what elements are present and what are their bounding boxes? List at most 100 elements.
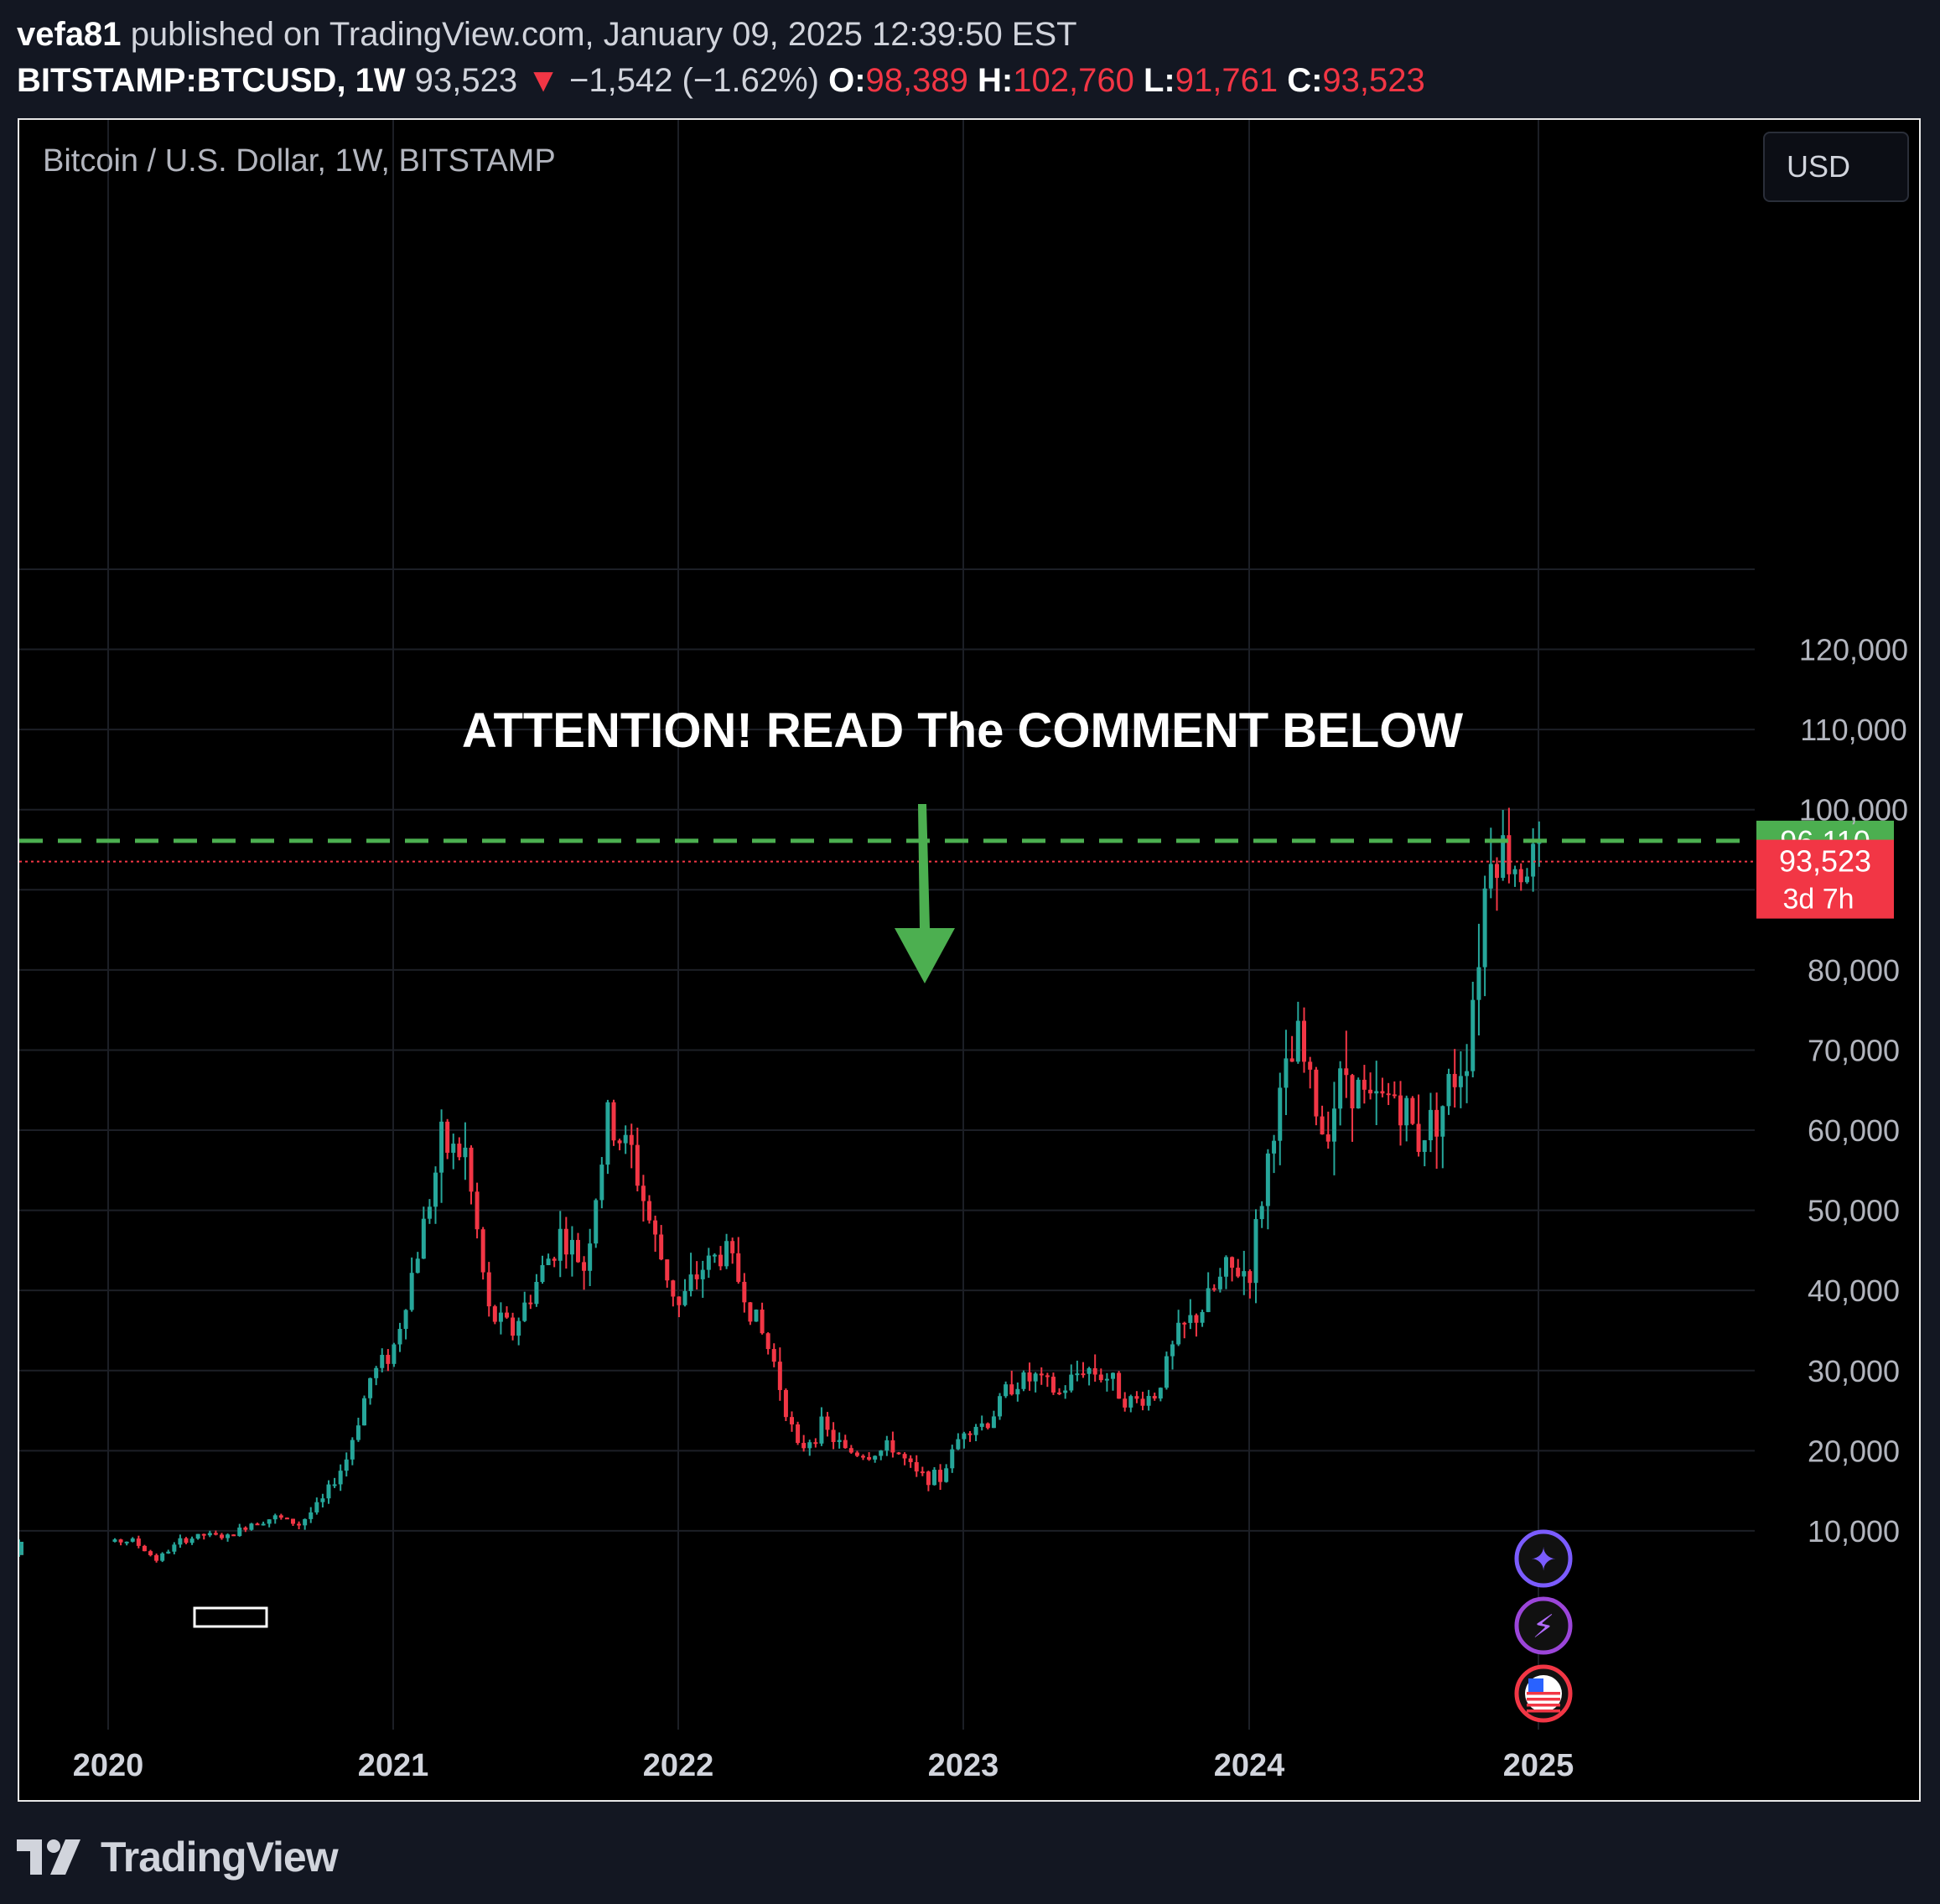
- candle-body: [350, 1440, 355, 1460]
- candle-body: [1104, 1378, 1109, 1381]
- candle-body: [1081, 1373, 1086, 1376]
- candle-body: [605, 1102, 610, 1165]
- candle-body: [1039, 1373, 1044, 1376]
- candle-body: [1284, 1058, 1289, 1088]
- candle-body: [1259, 1206, 1264, 1220]
- candle-body: [932, 1470, 936, 1486]
- author-name[interactable]: vefa81: [17, 16, 122, 53]
- sparkle-event-icon-glyph: ✦: [1530, 1541, 1557, 1578]
- grid-lines: [19, 120, 1755, 1730]
- y-tick-label: 110,000: [1800, 713, 1906, 747]
- candle-body: [516, 1320, 521, 1336]
- candle-body: [1004, 1384, 1009, 1397]
- candle-body: [1518, 869, 1523, 883]
- candle-body: [1428, 1109, 1433, 1141]
- candle-body: [783, 1389, 788, 1418]
- price-change: −1,542 (−1.62%): [568, 62, 819, 99]
- candle-body: [1092, 1367, 1097, 1375]
- candle-body: [1325, 1134, 1331, 1142]
- y-tick-label: 40,000: [1808, 1274, 1900, 1308]
- flag-canton: [1528, 1678, 1543, 1692]
- candle-body: [1398, 1095, 1403, 1126]
- candle-body: [511, 1317, 516, 1336]
- flag-stripe: [1527, 1709, 1560, 1713]
- candle-body: [1289, 1058, 1294, 1062]
- candle-body: [1404, 1097, 1409, 1126]
- down-arrow-icon: [895, 804, 955, 983]
- candle-body: [718, 1254, 723, 1267]
- candle-body: [534, 1282, 539, 1305]
- candle-body: [819, 1416, 824, 1444]
- candle-body: [195, 1533, 200, 1539]
- candle-body: [1302, 1020, 1306, 1062]
- candle-body: [415, 1258, 420, 1274]
- candle-body: [926, 1471, 931, 1486]
- candle-body: [207, 1533, 212, 1536]
- candle-body: [914, 1461, 919, 1472]
- candle-body: [1236, 1268, 1241, 1277]
- candle-body: [1512, 869, 1517, 874]
- candle-body: [724, 1241, 729, 1267]
- candle-body: [1320, 1116, 1325, 1135]
- tradingview-logo-icon: [17, 1839, 80, 1875]
- candle-body: [172, 1544, 177, 1552]
- candle-body: [569, 1239, 574, 1255]
- candle-body: [1069, 1374, 1074, 1391]
- candle-body: [1050, 1377, 1056, 1393]
- candle-body: [1392, 1094, 1397, 1097]
- annotation-text: ATTENTION! READ The COMMENT BELOW: [462, 703, 1464, 758]
- candle-body: [1308, 1061, 1313, 1070]
- candle-body: [237, 1528, 242, 1537]
- candle-body: [956, 1439, 961, 1450]
- candle-body: [297, 1523, 302, 1526]
- candle-body: [920, 1471, 925, 1474]
- chart-legend-title[interactable]: Bitcoin / U.S. Dollar, 1W, BITSTAMP: [43, 143, 556, 179]
- candle-body: [837, 1440, 842, 1442]
- candle-body: [682, 1290, 687, 1305]
- y-tick-label: 60,000: [1808, 1113, 1900, 1148]
- candle-body: [1350, 1075, 1355, 1109]
- candle-body: [522, 1302, 527, 1321]
- candle-body: [635, 1144, 640, 1186]
- candle-body: [160, 1553, 165, 1561]
- candle-body: [979, 1423, 984, 1427]
- candle-body: [475, 1191, 480, 1230]
- candle-body: [1087, 1367, 1092, 1374]
- candle-body: [736, 1253, 741, 1282]
- tradingview-logo[interactable]: TradingView: [17, 1828, 339, 1886]
- candle-body: [1164, 1356, 1169, 1388]
- candle-body: [843, 1440, 848, 1449]
- currency-button[interactable]: USD: [1763, 132, 1909, 202]
- axes: 10,000 20,000 30,000 40,000 50,000 60,000 70,0…: [73, 633, 1908, 1783]
- candle-body: [813, 1442, 818, 1445]
- low-value: 91,761: [1175, 62, 1279, 99]
- candle-body: [392, 1344, 397, 1364]
- flag-stripe: [1527, 1692, 1560, 1695]
- candle-body: [807, 1442, 812, 1449]
- candle-body: [1158, 1388, 1163, 1399]
- candle-body: [184, 1538, 189, 1543]
- candle-body: [938, 1470, 943, 1482]
- candle-body: [1230, 1257, 1235, 1268]
- candle-body: [599, 1165, 604, 1201]
- candle-body: [1248, 1271, 1253, 1284]
- x-tick-label: 2023: [928, 1748, 999, 1783]
- candle-body: [1416, 1123, 1421, 1152]
- low-label: L:: [1143, 62, 1175, 99]
- candle-series: [19, 807, 1542, 1563]
- candle-body: [284, 1517, 289, 1520]
- candle-body: [594, 1200, 599, 1244]
- candle-body: [790, 1417, 794, 1424]
- candle-body: [1223, 1257, 1228, 1277]
- candle-body: [409, 1273, 414, 1310]
- candle-body: [1488, 864, 1493, 889]
- candle-body: [380, 1355, 385, 1368]
- candle-body: [831, 1429, 836, 1442]
- candle-body: [629, 1134, 634, 1145]
- candle-body: [623, 1134, 628, 1144]
- candle-body: [397, 1329, 402, 1345]
- candle-body: [1211, 1288, 1216, 1290]
- candle-body: [1362, 1079, 1367, 1090]
